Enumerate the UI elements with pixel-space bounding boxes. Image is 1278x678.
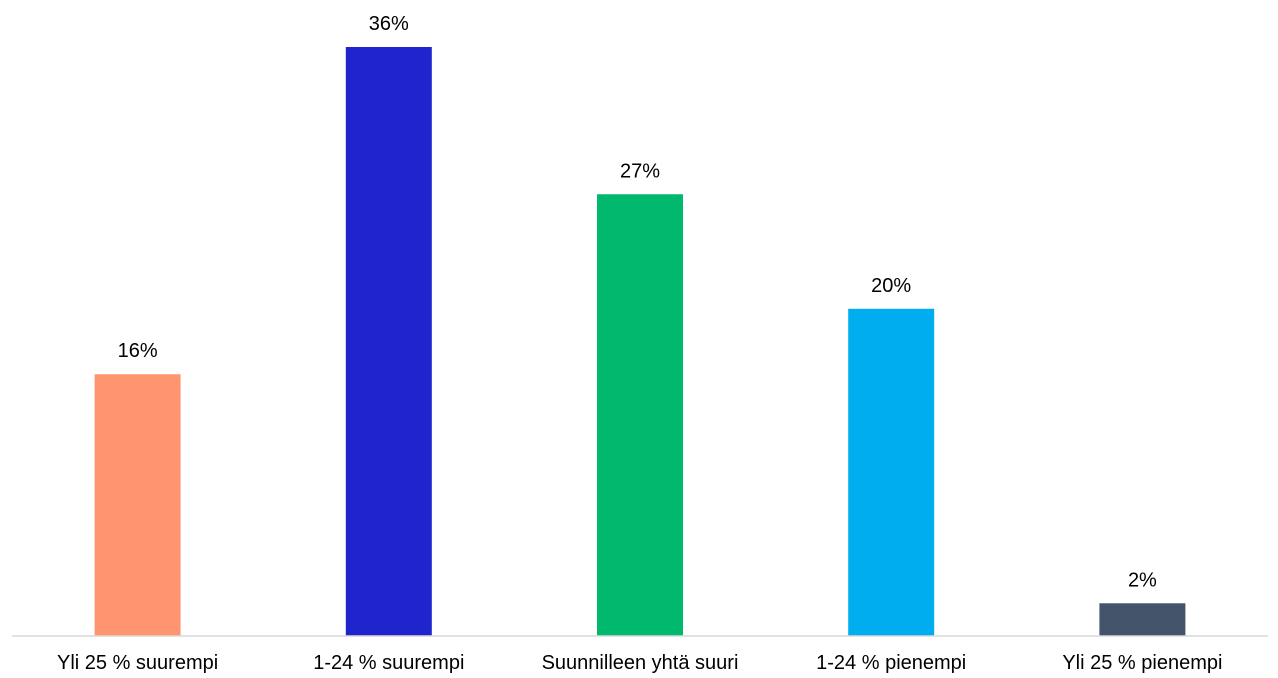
- value-label-3: 20%: [871, 275, 911, 297]
- value-labels-group: 16% 36% 27% 20% 2%: [118, 13, 1157, 591]
- bar-2: [597, 194, 683, 636]
- category-label-0: Yli 25 % suurempi: [57, 652, 218, 674]
- category-label-4: Yli 25 % pienempi: [1062, 652, 1222, 674]
- category-label-2: Suunnilleen yhtä suuri: [542, 652, 739, 674]
- bar-4: [1099, 603, 1186, 636]
- value-label-4: 2%: [1128, 569, 1157, 591]
- bar-0: [94, 374, 181, 636]
- bar-1: [345, 47, 432, 636]
- category-label-1: 1-24 % suurempi: [313, 652, 464, 674]
- bars-group: [94, 47, 1186, 636]
- value-label-0: 16%: [118, 340, 158, 362]
- value-label-2: 27%: [620, 160, 660, 182]
- bar-3: [848, 308, 935, 636]
- category-label-3: 1-24 % pienempi: [816, 652, 966, 674]
- category-labels-group: Yli 25 % suurempi 1-24 % suurempi Suunnill…: [57, 652, 1222, 674]
- value-label-1: 36%: [369, 13, 409, 35]
